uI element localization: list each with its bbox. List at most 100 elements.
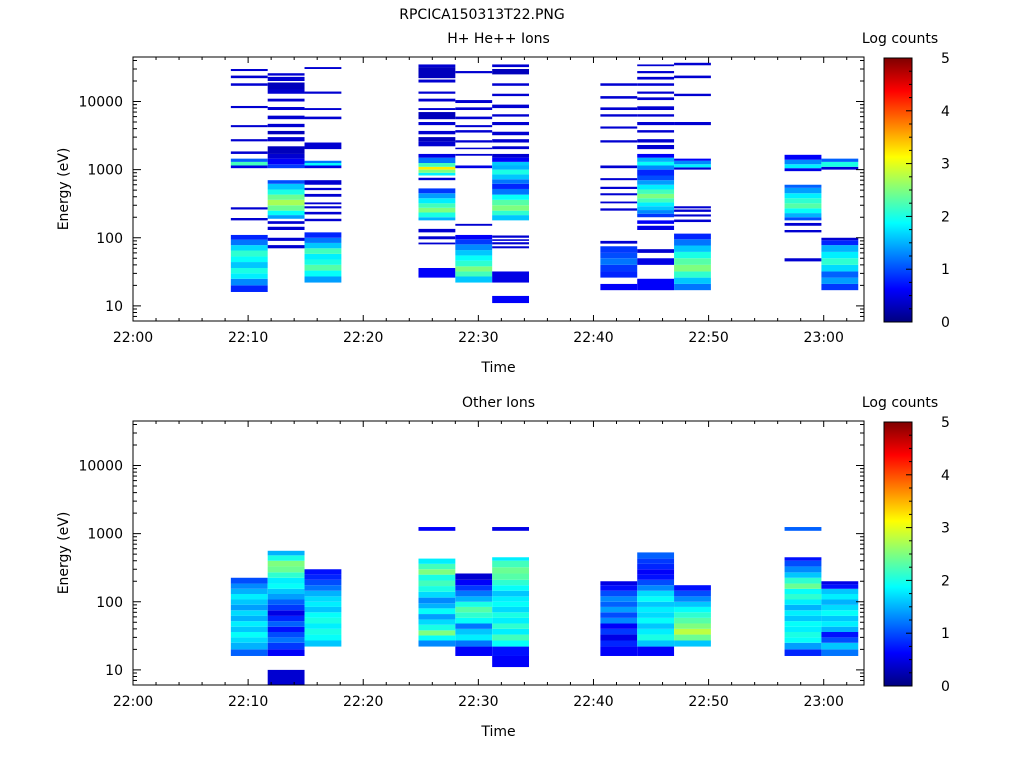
heatmap-cell	[492, 199, 530, 206]
heatmap-cell	[637, 606, 675, 613]
heatmap-cell	[821, 283, 859, 291]
heatmap-cell	[230, 105, 268, 109]
heatmap-cell	[674, 164, 711, 168]
heatmap-cell	[674, 634, 711, 641]
heatmap-cell	[600, 83, 638, 86]
heatmap-cell	[637, 193, 675, 199]
heatmap-cell	[267, 599, 305, 605]
heatmap-cell	[230, 161, 268, 166]
heatmap-cell	[600, 634, 638, 641]
heatmap-cell	[455, 71, 493, 74]
heatmap-cell	[267, 194, 305, 200]
heatmap-cell	[492, 188, 530, 195]
heatmap-cells	[230, 527, 859, 685]
heatmap-cell	[600, 628, 638, 635]
heatmap-cell	[600, 96, 638, 99]
colorbar-tick-label: 3	[941, 157, 950, 173]
heatmap-cell	[267, 572, 305, 578]
heatmap-cell	[821, 599, 859, 605]
heatmap-cell	[418, 177, 456, 181]
heatmap-cell	[600, 283, 638, 291]
heatmap-cell	[455, 271, 493, 277]
heatmap-cell	[418, 163, 456, 167]
y-tick-label: 1000	[87, 527, 123, 543]
panel-title: Other Ions	[462, 395, 535, 411]
heatmap-cell	[418, 91, 456, 94]
heatmap-cell	[230, 604, 268, 611]
heatmap-cell	[267, 123, 305, 128]
colorbar-gradient	[883, 57, 913, 323]
heatmap-cell	[784, 631, 822, 638]
heatmap-cell	[637, 144, 675, 150]
heatmap-cell	[492, 617, 530, 624]
heatmap-cell	[492, 131, 530, 136]
heatmap-cell	[492, 579, 530, 586]
heatmap-cell	[637, 623, 675, 629]
heatmap-cell	[267, 210, 305, 216]
heatmap-cell	[784, 621, 822, 627]
heatmap-cell	[784, 557, 822, 561]
heatmap-cell	[418, 212, 456, 218]
heatmap-cell	[230, 583, 268, 589]
heatmap-cell	[267, 130, 305, 135]
heatmap-cell	[304, 590, 342, 597]
heatmap-cell	[267, 115, 305, 120]
heatmap-cell	[784, 642, 822, 650]
heatmap-cell	[600, 114, 638, 117]
heatmap-cell	[637, 585, 675, 591]
heatmap-cell	[600, 126, 638, 129]
heatmap-cell	[600, 193, 638, 196]
heatmap-cell	[821, 621, 859, 627]
heatmap-cell	[784, 154, 822, 160]
heatmap-cell	[492, 612, 530, 618]
heatmap-cell	[492, 527, 530, 531]
x-tick-label: 23:00	[804, 694, 844, 710]
heatmap-cell	[267, 615, 305, 622]
heatmap-cell	[418, 207, 456, 213]
heatmap-cell	[455, 634, 493, 641]
heatmap-cell	[418, 619, 456, 625]
heatmap-cell	[637, 180, 675, 185]
heatmap-cell	[230, 588, 268, 594]
heatmap-cell	[492, 69, 530, 75]
heatmap-cell	[230, 577, 268, 584]
heatmap-cell	[784, 222, 822, 226]
colorbar-tick-label: 2	[941, 209, 950, 225]
heatmap-cell	[304, 606, 342, 613]
heatmap-cell	[784, 164, 822, 169]
heatmap-cell	[637, 161, 675, 166]
heatmap-cell	[821, 604, 859, 611]
heatmap-cell	[637, 278, 675, 291]
heatmap-cell	[492, 557, 530, 561]
heatmap-cell	[304, 67, 342, 69]
heatmap-cell	[304, 259, 342, 265]
heatmap-cell	[267, 577, 305, 584]
y-tick-label: 10	[105, 299, 123, 315]
x-tick-label: 22:10	[228, 694, 268, 710]
heatmap-cell	[418, 217, 456, 221]
heatmap-cell	[304, 579, 342, 586]
heatmap-cell	[784, 583, 822, 589]
heatmap-cell	[637, 213, 675, 218]
heatmap-cell	[600, 623, 638, 629]
heatmap-cell	[492, 114, 530, 117]
heatmap-cell	[267, 146, 305, 154]
heatmap-cell	[230, 151, 268, 154]
heatmap-cell	[455, 596, 493, 602]
heatmap-cell	[674, 219, 711, 223]
heatmap-cell	[304, 232, 342, 238]
heatmap-cell	[637, 206, 675, 211]
heatmap-cell	[418, 580, 456, 587]
heatmap-cell	[600, 201, 638, 204]
heatmap-cell	[418, 193, 456, 199]
heatmap-cell	[674, 623, 711, 629]
heatmap-cell	[637, 596, 675, 602]
heatmap-cell	[455, 260, 493, 267]
heatmap-cell	[267, 164, 305, 169]
heatmap-cell	[267, 566, 305, 573]
heatmap-cell	[637, 220, 675, 224]
x-tick-label: 22:40	[573, 330, 613, 346]
heatmap-cell	[637, 153, 675, 158]
heatmap-cell	[674, 617, 711, 624]
